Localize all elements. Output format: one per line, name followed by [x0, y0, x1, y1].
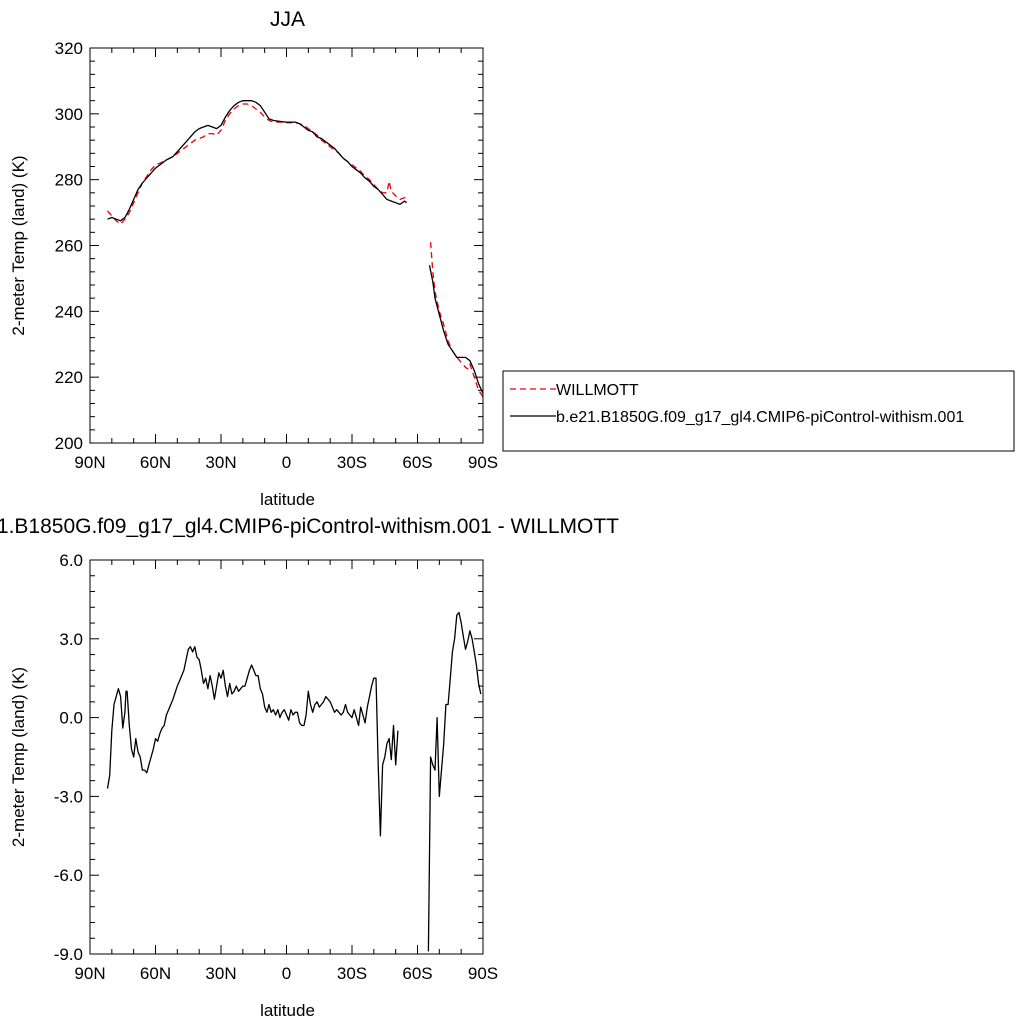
legend-box — [502, 370, 1015, 452]
legend: WILLMOTT b.e21.B1850G.f09_g17_gl4.CMIP6-… — [502, 370, 1015, 452]
top-plot-title: JJA — [270, 8, 305, 31]
bottom-plot-x-tick-label: 30S — [337, 964, 367, 983]
bottom-plot-x-tick-label: 60N — [140, 964, 171, 983]
top-plot-frame — [89, 47, 484, 444]
bottom-plot-x-tick-label: 90N — [74, 964, 105, 983]
top-plot-x-tick-label: 60S — [402, 453, 432, 472]
top-plot-x-axis: 90N 60N 30N 0 30S 60S 90S — [74, 48, 498, 472]
top-plot-series-1-line — [107, 100, 407, 222]
top-plot-series-1-line — [428, 265, 484, 394]
bottom-plot-xlabel: latitude — [260, 1001, 315, 1020]
bottom-plot-y-tick-label: -6.0 — [54, 866, 83, 885]
bottom-plot-x-tick-label: 0 — [282, 964, 291, 983]
bottom-plot-frame — [89, 559, 484, 955]
top-plot-y-tick-label: 320 — [55, 39, 83, 58]
bottom-plot-x-tick-label: 30N — [205, 964, 236, 983]
bottom-plot-y-tick-label: 3.0 — [59, 630, 83, 649]
bottom-plot-x-axis: 90N 60N 30N 0 30S 60S 90S — [74, 560, 498, 983]
bottom-plot-y-tick-label: 6.0 — [59, 551, 83, 570]
top-plot-x-tick-label: 60N — [140, 453, 171, 472]
bottom-plot: b.e21.B1850G.f09_g17_gl4.CMIP6-piControl… — [0, 515, 619, 1020]
legend-label-willmott: WILLMOTT — [556, 382, 639, 399]
legend-label-model: b.e21.B1850G.f09_g17_gl4.CMIP6-piControl… — [556, 409, 964, 426]
bottom-plot-x-tick-label: 60S — [402, 964, 432, 983]
top-plot: JJA 90N 60N 30N 0 30S 60S 90S 200 220 240 260 280 3… — [9, 8, 498, 509]
bottom-plot-series-0-line — [427, 611, 482, 952]
bottom-plot-y-axis: -9.0 -6.0 -3.0 0.0 3.0 6.0 — [54, 551, 483, 964]
bottom-plot-ylabel: 2-meter Temp (land) (K) — [9, 667, 28, 847]
bottom-plot-y-tick-label: -9.0 — [54, 945, 83, 964]
bottom-plot-y-tick-label: 0.0 — [59, 709, 83, 728]
top-plot-y-tick-label: 260 — [55, 237, 83, 256]
top-plot-y-axis: 200 220 240 260 280 300 320 — [55, 39, 483, 453]
top-plot-y-tick-label: 220 — [55, 368, 83, 387]
top-plot-x-tick-label: 0 — [282, 453, 291, 472]
top-plot-ylabel: 2-meter Temp (land) (K) — [9, 155, 28, 335]
bottom-plot-series-0-line — [106, 646, 399, 837]
top-plot-y-tick-label: 240 — [55, 302, 83, 321]
top-plot-y-tick-label: 300 — [55, 105, 83, 124]
top-plot-x-tick-label: 30S — [337, 453, 367, 472]
top-plot-xlabel: latitude — [260, 490, 315, 509]
top-plot-x-tick-label: 30N — [205, 453, 236, 472]
top-plot-series — [107, 100, 484, 398]
top-plot-x-tick-label: 90S — [468, 453, 498, 472]
top-plot-y-tick-label: 280 — [55, 171, 83, 190]
bottom-plot-x-tick-label: 90S — [468, 964, 498, 983]
top-plot-series-0-line — [107, 103, 407, 225]
top-plot-x-tick-label: 90N — [74, 453, 105, 472]
bottom-plot-y-tick-label: -3.0 — [54, 787, 83, 806]
top-plot-y-tick-label: 200 — [55, 434, 83, 453]
bottom-plot-series — [106, 611, 482, 952]
bottom-plot-title: b.e21.B1850G.f09_g17_gl4.CMIP6-piControl… — [0, 515, 619, 538]
